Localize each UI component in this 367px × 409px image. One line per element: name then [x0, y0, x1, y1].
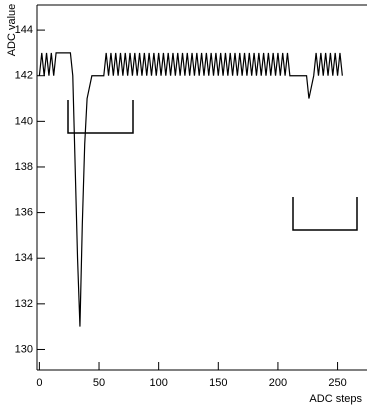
x-axis-title: ADC steps — [309, 393, 362, 405]
y-axis-title: ADC value — [6, 4, 18, 57]
bracket — [67, 100, 134, 134]
y-tick-label: 132 — [15, 298, 33, 310]
y-tick-label: 138 — [15, 161, 33, 173]
x-tick-label: 150 — [209, 377, 227, 389]
x-tick-label: 0 — [36, 377, 42, 389]
x-tick-label: 250 — [328, 377, 346, 389]
y-tick-label: 136 — [15, 207, 33, 219]
y-tick-label: 142 — [15, 70, 33, 82]
x-tick-label: 200 — [269, 377, 287, 389]
y-tick-label: 130 — [15, 343, 33, 355]
x-tick-label: 50 — [93, 377, 105, 389]
y-tick-label: 140 — [15, 115, 33, 127]
bracket — [292, 197, 358, 231]
y-tick-label: 144 — [15, 24, 33, 36]
y-tick-label: 134 — [15, 252, 33, 264]
x-tick-label: 100 — [149, 377, 167, 389]
data-line — [38, 52, 343, 327]
